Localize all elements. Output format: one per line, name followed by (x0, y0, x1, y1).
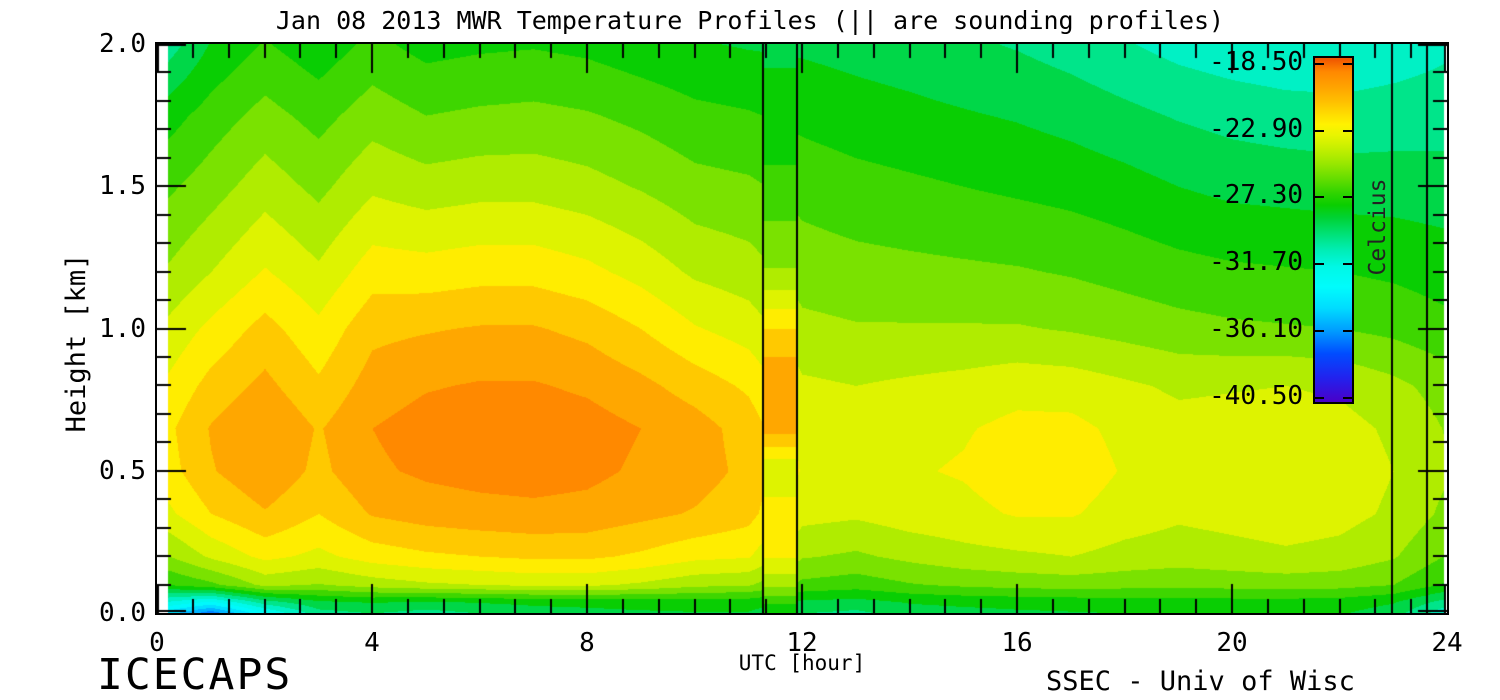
colorbar-tick-mark (1343, 329, 1352, 332)
colorbar-tick-mark (1315, 396, 1324, 399)
colorbar-tick-mark (1315, 129, 1324, 132)
x-tick-label: 8 (579, 628, 595, 658)
credit-ssec: SSEC - Univ of Wisc (1046, 666, 1355, 697)
colorbar-tick-mark (1343, 63, 1352, 66)
y-tick-label: 1.5 (99, 171, 146, 202)
colorbar (1313, 56, 1354, 404)
x-tick-label: 20 (1216, 628, 1248, 658)
temperature-heatmap-canvas (157, 44, 1447, 613)
colorbar-tick-label: -31.70 (1209, 247, 1303, 278)
colorbar-tick-mark (1343, 396, 1352, 399)
credit-icecaps: ICECAPS (97, 650, 293, 700)
colorbar-tick-label: -40.50 (1209, 380, 1303, 411)
colorbar-gradient (1315, 58, 1352, 402)
colorbar-tick-label: -27.30 (1209, 180, 1303, 211)
chart-title: Jan 08 2013 MWR Temperature Profiles (||… (275, 6, 1225, 35)
colorbar-tick-mark (1315, 263, 1324, 266)
colorbar-tick-label: -36.10 (1209, 313, 1303, 344)
y-axis-title: Height [km] (61, 253, 92, 433)
colorbar-tick-mark (1343, 129, 1352, 132)
colorbar-tick-mark (1343, 196, 1352, 199)
y-tick-label: 0.5 (99, 455, 146, 486)
colorbar-tick-label: -18.50 (1209, 47, 1303, 78)
x-tick-label: 12 (786, 628, 818, 658)
colorbar-tick-mark (1315, 63, 1324, 66)
x-tick-label: 0 (149, 628, 165, 658)
x-axis-title: UTC [hour] (738, 651, 866, 675)
colorbar-tick-mark (1315, 196, 1324, 199)
colorbar-tick-mark (1343, 263, 1352, 266)
x-tick-label: 16 (1001, 628, 1033, 658)
y-tick-label: 1.0 (99, 313, 146, 344)
y-axis-tick-labels: 0.0 0.5 1.0 1.5 2.0 (88, 0, 146, 700)
y-tick-label: 0.0 (99, 598, 146, 628)
x-tick-label: 4 (364, 628, 380, 658)
y-tick-label: 2.0 (99, 29, 146, 59)
colorbar-title: Celcius (1365, 178, 1391, 276)
colorbar-tick-mark (1315, 329, 1324, 332)
colorbar-labels: -18.50 -22.90 -27.30 -31.70 -36.10 -40.50 (1145, 0, 1303, 500)
colorbar-tick-label: -22.90 (1209, 113, 1303, 144)
plot-area (155, 42, 1449, 615)
x-tick-label: 24 (1431, 628, 1463, 658)
